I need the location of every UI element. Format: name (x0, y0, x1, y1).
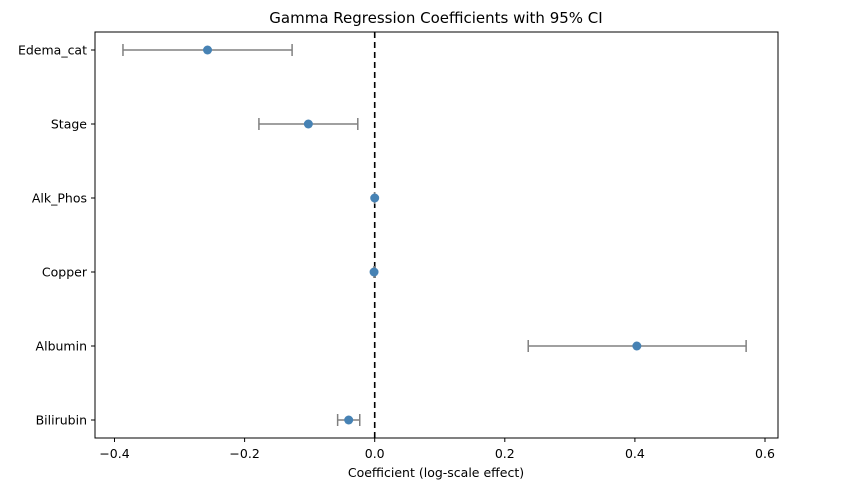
plot-frame (94, 31, 779, 439)
coefficient-point (632, 341, 642, 351)
y-tick-label: Copper (42, 265, 88, 280)
coefficient-point (370, 193, 380, 203)
x-tick-label: 0.6 (755, 446, 775, 461)
y-tick-label: Bilirubin (36, 413, 87, 428)
y-tick-label: Albumin (36, 339, 87, 354)
y-tick-label: Alk_Phos (32, 191, 87, 206)
y-tick-label: Stage (51, 117, 87, 132)
coefficient-point (344, 415, 354, 425)
x-tick-label: 0.4 (625, 446, 645, 461)
coefficient-point (369, 267, 379, 277)
y-tick-label: Edema_cat (18, 43, 87, 58)
x-tick-label: −0.2 (229, 446, 259, 461)
x-tick-label: 0.0 (365, 446, 385, 461)
coefficient-point (203, 45, 213, 55)
plot-area (122, 32, 747, 438)
x-tick-label: −0.4 (99, 446, 129, 461)
chart-title: Gamma Regression Coefficients with 95% C… (269, 9, 602, 27)
x-axis-label: Coefficient (log-scale effect) (348, 465, 524, 480)
coefficient-point (303, 119, 313, 129)
x-tick-label: 0.2 (495, 446, 515, 461)
